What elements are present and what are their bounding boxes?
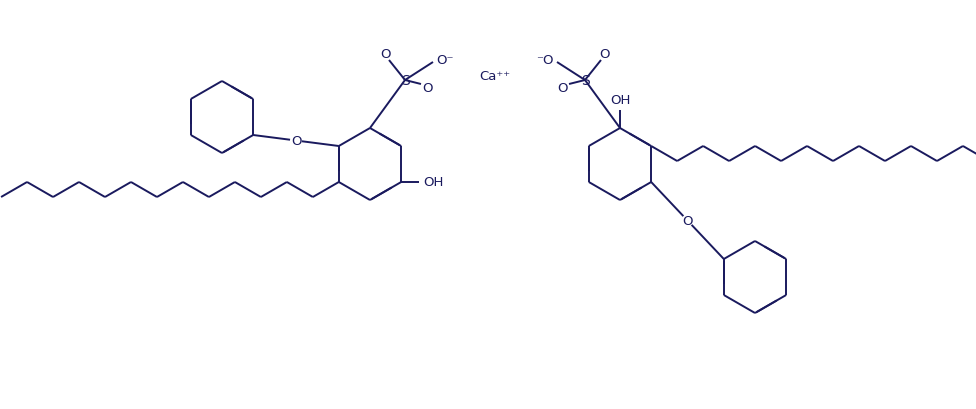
Text: O⁻: O⁻ <box>436 54 454 67</box>
Text: O: O <box>599 48 610 61</box>
Text: S: S <box>400 74 409 88</box>
Text: O: O <box>682 214 693 227</box>
Text: O: O <box>291 135 302 148</box>
Text: S: S <box>581 74 590 88</box>
Text: O: O <box>380 48 390 61</box>
Text: OH: OH <box>423 176 443 189</box>
Text: O: O <box>422 82 432 95</box>
Text: OH: OH <box>610 94 630 107</box>
Text: Ca⁺⁺: Ca⁺⁺ <box>479 70 510 82</box>
Text: O: O <box>557 82 568 95</box>
Text: ⁻O: ⁻O <box>536 54 553 67</box>
